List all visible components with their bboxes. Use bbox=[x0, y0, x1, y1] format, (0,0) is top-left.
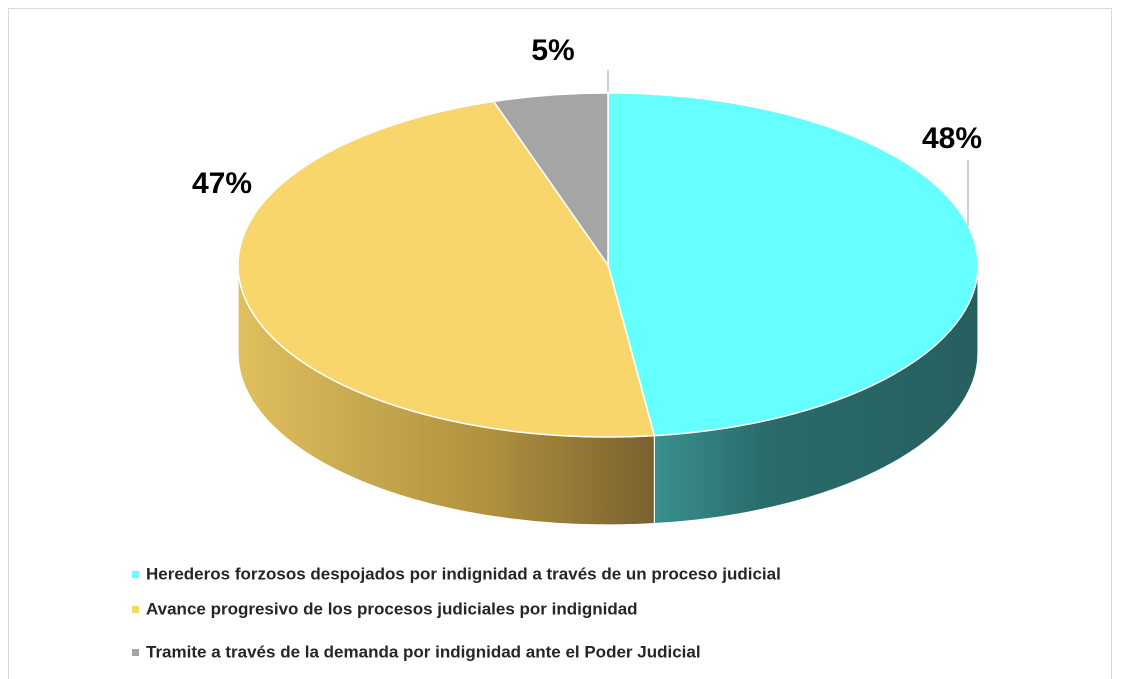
legend-label: Tramite a través de la demanda por indig… bbox=[146, 642, 701, 661]
pie-slice bbox=[492, 92, 609, 268]
legend-label: Herederos forzosos despojados por indign… bbox=[146, 564, 781, 583]
data-label: 5% bbox=[531, 34, 574, 67]
legend-swatch bbox=[132, 649, 139, 656]
legend-swatch bbox=[132, 571, 139, 578]
chart-border bbox=[8, 8, 1112, 679]
legend-label: Avance progresivo de los procesos judici… bbox=[146, 599, 638, 618]
legend-swatch bbox=[132, 606, 139, 613]
data-label: 48% bbox=[922, 122, 982, 155]
data-label: 47% bbox=[192, 167, 252, 200]
pie-slice bbox=[237, 100, 656, 438]
pie-slice bbox=[607, 92, 979, 437]
